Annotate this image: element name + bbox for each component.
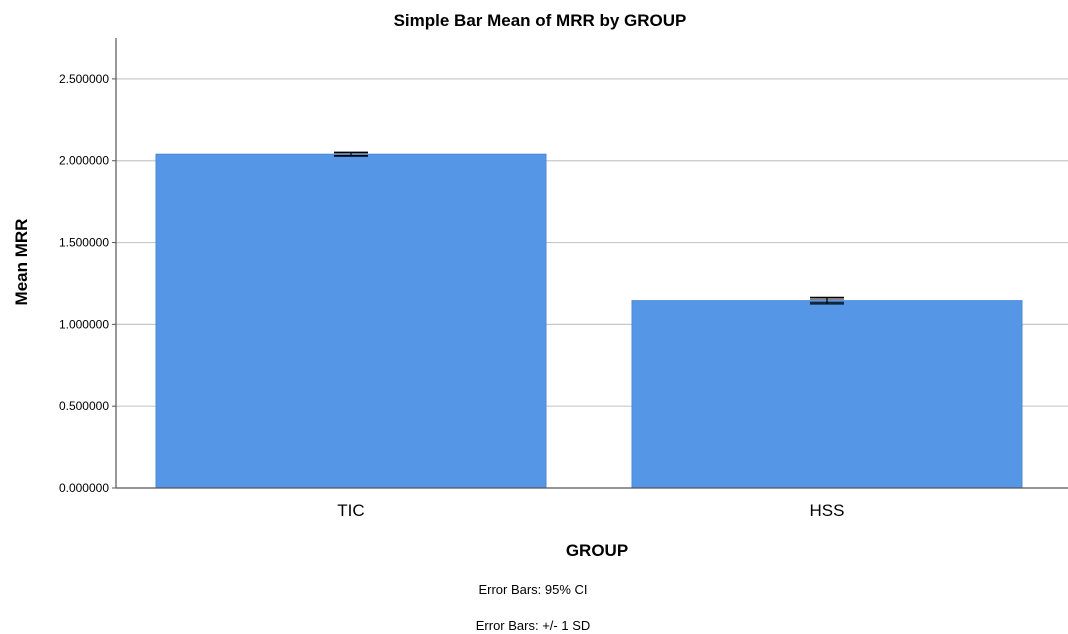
x-tick-label: TIC: [337, 501, 364, 520]
y-axis-title: Mean MRR: [12, 219, 31, 306]
x-category-labels: TIC HSS: [337, 501, 844, 520]
footnote-ci: Error Bars: 95% CI: [478, 582, 587, 597]
chart-title: Simple Bar Mean of MRR by GROUP: [394, 11, 687, 30]
y-tick-labels: 0.000000 0.500000 1.000000 1.500000 2.000000…: [59, 72, 109, 495]
y-tick-label: 2.500000: [59, 72, 109, 86]
y-tick-label: 0.500000: [59, 399, 109, 413]
x-tick-label: HSS: [810, 501, 845, 520]
error-bars: [334, 151, 844, 305]
bars: [155, 153, 1023, 489]
y-tick-label: 0.000000: [59, 481, 109, 495]
bar-hss: [631, 300, 1023, 489]
axes: [112, 38, 1068, 489]
footnote-sd: Error Bars: +/- 1 SD: [476, 618, 591, 633]
y-tick-label: 1.500000: [59, 236, 109, 250]
x-axis-title: GROUP: [566, 541, 628, 560]
y-tick-label: 2.000000: [59, 154, 109, 168]
bar-tic: [155, 153, 547, 489]
y-tick-label: 1.000000: [59, 317, 109, 331]
